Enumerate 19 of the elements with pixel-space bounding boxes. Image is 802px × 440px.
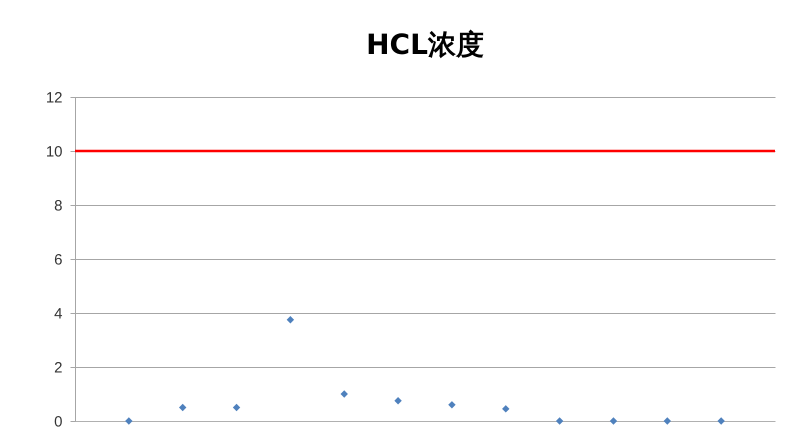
point [502, 405, 510, 413]
point [178, 404, 186, 412]
y-tick-label: 10 [46, 144, 62, 160]
point [664, 417, 672, 425]
point [125, 417, 133, 425]
y-tick-label: 4 [54, 306, 62, 322]
y-tick-label: 0 [54, 414, 62, 430]
chart-title: HCL浓度 [366, 28, 484, 61]
y-tick-label: 12 [46, 90, 62, 106]
point [232, 404, 240, 412]
y-tick-label: 6 [54, 252, 62, 268]
point [610, 417, 618, 425]
y-tick-label: 8 [54, 198, 62, 214]
y-tick-label: 2 [54, 360, 62, 376]
point [286, 316, 294, 324]
point [394, 397, 402, 404]
point [448, 401, 456, 409]
point [717, 417, 725, 425]
point [556, 417, 564, 425]
